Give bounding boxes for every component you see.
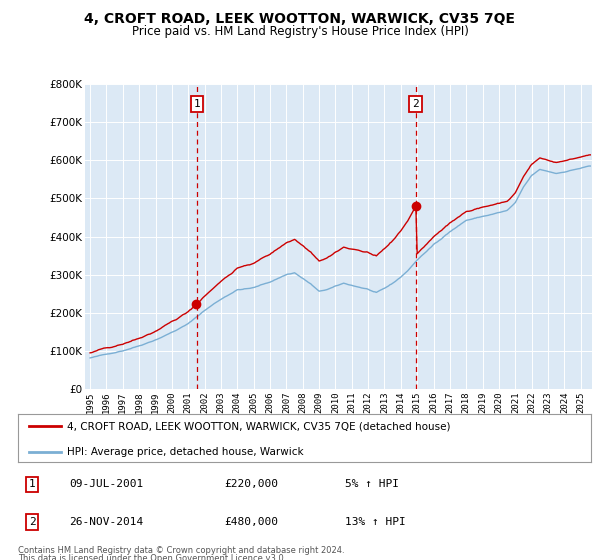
Text: £480,000: £480,000: [224, 517, 278, 527]
Text: 09-JUL-2001: 09-JUL-2001: [70, 479, 144, 489]
Text: Contains HM Land Registry data © Crown copyright and database right 2024.: Contains HM Land Registry data © Crown c…: [18, 546, 344, 555]
Text: 5% ↑ HPI: 5% ↑ HPI: [344, 479, 398, 489]
Text: 2: 2: [412, 99, 419, 109]
Text: HPI: Average price, detached house, Warwick: HPI: Average price, detached house, Warw…: [67, 446, 304, 456]
Text: 2: 2: [29, 517, 36, 527]
Text: 1: 1: [29, 479, 36, 489]
Text: 1: 1: [194, 99, 200, 109]
Text: £220,000: £220,000: [224, 479, 278, 489]
Text: 13% ↑ HPI: 13% ↑ HPI: [344, 517, 406, 527]
Text: This data is licensed under the Open Government Licence v3.0.: This data is licensed under the Open Gov…: [18, 554, 286, 560]
Text: Price paid vs. HM Land Registry's House Price Index (HPI): Price paid vs. HM Land Registry's House …: [131, 25, 469, 38]
Text: 4, CROFT ROAD, LEEK WOOTTON, WARWICK, CV35 7QE: 4, CROFT ROAD, LEEK WOOTTON, WARWICK, CV…: [85, 12, 515, 26]
Text: 26-NOV-2014: 26-NOV-2014: [70, 517, 144, 527]
Text: 4, CROFT ROAD, LEEK WOOTTON, WARWICK, CV35 7QE (detached house): 4, CROFT ROAD, LEEK WOOTTON, WARWICK, CV…: [67, 421, 450, 431]
